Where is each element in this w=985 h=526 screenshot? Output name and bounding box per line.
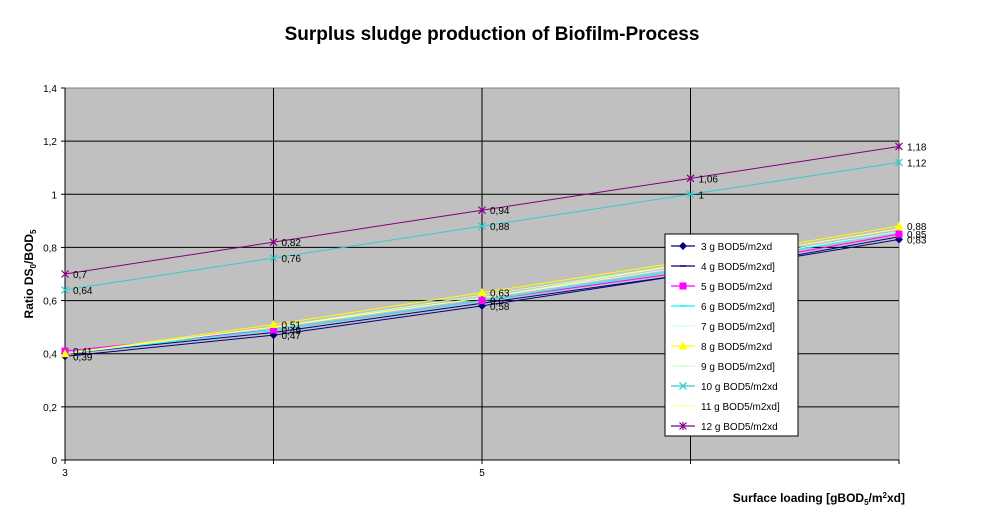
y-axis-label: Ratio DS0/BOD5 [22,229,38,318]
legend-box [664,233,799,437]
series-9-point-3 [686,174,695,183]
legend-label: 11 g BOD5/m2xd] [701,402,780,413]
legend-label: 4 g BOD5/m2xd] [701,262,775,273]
series-7-point-3 [686,190,695,199]
legend-label: 9 g BOD5/m2xd] [701,362,775,373]
data-label-s2-p1: 0,49 [282,326,302,337]
y-tick-label-3: 0,6 [43,297,57,308]
legend-label: 5 g BOD5/m2xd [701,282,772,293]
data-label-s7-p2: 0,88 [490,222,510,233]
legend-label: 8 g BOD5/m2xd [701,342,772,353]
data-label-s5-p2: 0,63 [490,289,510,300]
legend-item-1: 4 g BOD5/m2xd] [671,262,775,273]
legend-item-0: 3 g BOD5/m2xd [671,242,772,253]
x-tick-label-0: 3 [62,468,68,479]
y-tick-label-6: 1,2 [43,137,57,148]
data-label-s5-p4: 0,88 [907,222,927,233]
y-tick-label-2: 0,4 [43,350,57,361]
series-2-point-1 [270,326,277,334]
data-label-s9-p3: 1,06 [699,174,719,185]
legend-item-8: 11 g BOD5/m2xd] [671,402,780,413]
data-label-s0-p2: 0,58 [490,302,510,313]
legend: 3 g BOD5/m2xd 4 g BOD5/m2xd] 5 g BOD5/m2xd… [664,233,799,437]
y-tick-label-0: 0 [51,456,57,467]
legend-swatch-marker [679,422,687,430]
legend-item-5: 8 g BOD5/m2xd [671,341,772,353]
data-label-s2-p4: 0,85 [907,230,927,241]
series-9-point-2 [478,206,486,215]
data-label-s0-p0: 0,39 [73,352,93,363]
legend-item-9: 12 g BOD5/m2xd [671,422,778,433]
y-tick-label-7: 1,4 [43,84,57,95]
legend-swatch-marker [679,382,687,390]
series-9-point-4 [895,142,903,151]
data-label-s2-p2: 0,6 [490,297,504,308]
legend-label: 12 g BOD5/m2xd [701,422,778,433]
data-label-s9-p1: 0,82 [282,238,302,249]
series-5-point-0 [60,349,70,358]
data-label-s9-p2: 0,94 [490,206,510,217]
series-2-point-2 [478,297,486,305]
y-tick-label-1: 0,2 [43,403,57,414]
data-label-s7-p1: 0,76 [282,254,302,265]
legend-label: 3 g BOD5/m2xd [701,242,772,253]
series-7-point-2 [478,222,486,231]
x-axis-label: Surface loading [gBOD5/m2xd] [733,491,905,507]
series-2-point-4 [895,230,903,238]
series-7-point-4 [895,158,903,167]
data-labels: 0,39 0,47 0,58 0,83 0,41 0,49 0,6 0,85 0,51 0,63 0… [73,142,927,363]
legend-items: 3 g BOD5/m2xd 4 g BOD5/m2xd] 5 g BOD5/m2xd… [671,242,780,433]
legend-swatch-marker [678,341,688,350]
legend-label: 10 g BOD5/m2xd [701,382,778,393]
data-label-s0-p1: 0,47 [282,331,302,342]
series-5-point-1 [269,319,278,328]
data-label-s7-p0: 0,64 [73,286,93,297]
y-tick-label-5: 1 [51,190,57,201]
legend-label: 7 g BOD5/m2xd] [701,322,775,333]
series-9-point-0 [61,270,69,278]
data-label-s9-p4: 1,18 [907,142,927,153]
legend-item-3: 6 g BOD5/m2xd] [671,302,775,313]
series-7-point-1 [269,254,278,263]
chart-title: Surplus sludge production of Biofilm-Pro… [285,24,700,45]
data-label-s7-p3: 1 [699,190,705,201]
legend-item-2: 5 g BOD5/m2xd [671,282,772,293]
series-7-point-0 [61,285,69,294]
series-5-point-4 [894,221,904,230]
data-label-s7-p4: 1,12 [907,158,927,169]
data-label-s0-p4: 0,83 [907,235,927,246]
y-tick-label-4: 0,8 [43,243,57,254]
legend-item-6: 9 g BOD5/m2xd] [671,362,775,373]
y-axis-label-text: Ratio DS0/BOD5 [22,229,38,318]
legend-item-4: 7 g BOD5/m2xd] [671,322,775,333]
series-5-point-2 [477,288,487,297]
legend-swatch-marker [679,282,687,290]
legend-label: 6 g BOD5/m2xd] [701,302,775,313]
data-label-s5-p1: 0,51 [282,320,302,331]
legend-swatch-marker [679,242,687,250]
series-9-point-1 [269,238,278,247]
data-label-s9-p0: 0,7 [73,270,87,281]
data-label-s2-p0: 0,41 [73,347,93,358]
x-tick-label-2: 5 [479,468,485,479]
legend-item-7: 10 g BOD5/m2xd [671,382,778,393]
